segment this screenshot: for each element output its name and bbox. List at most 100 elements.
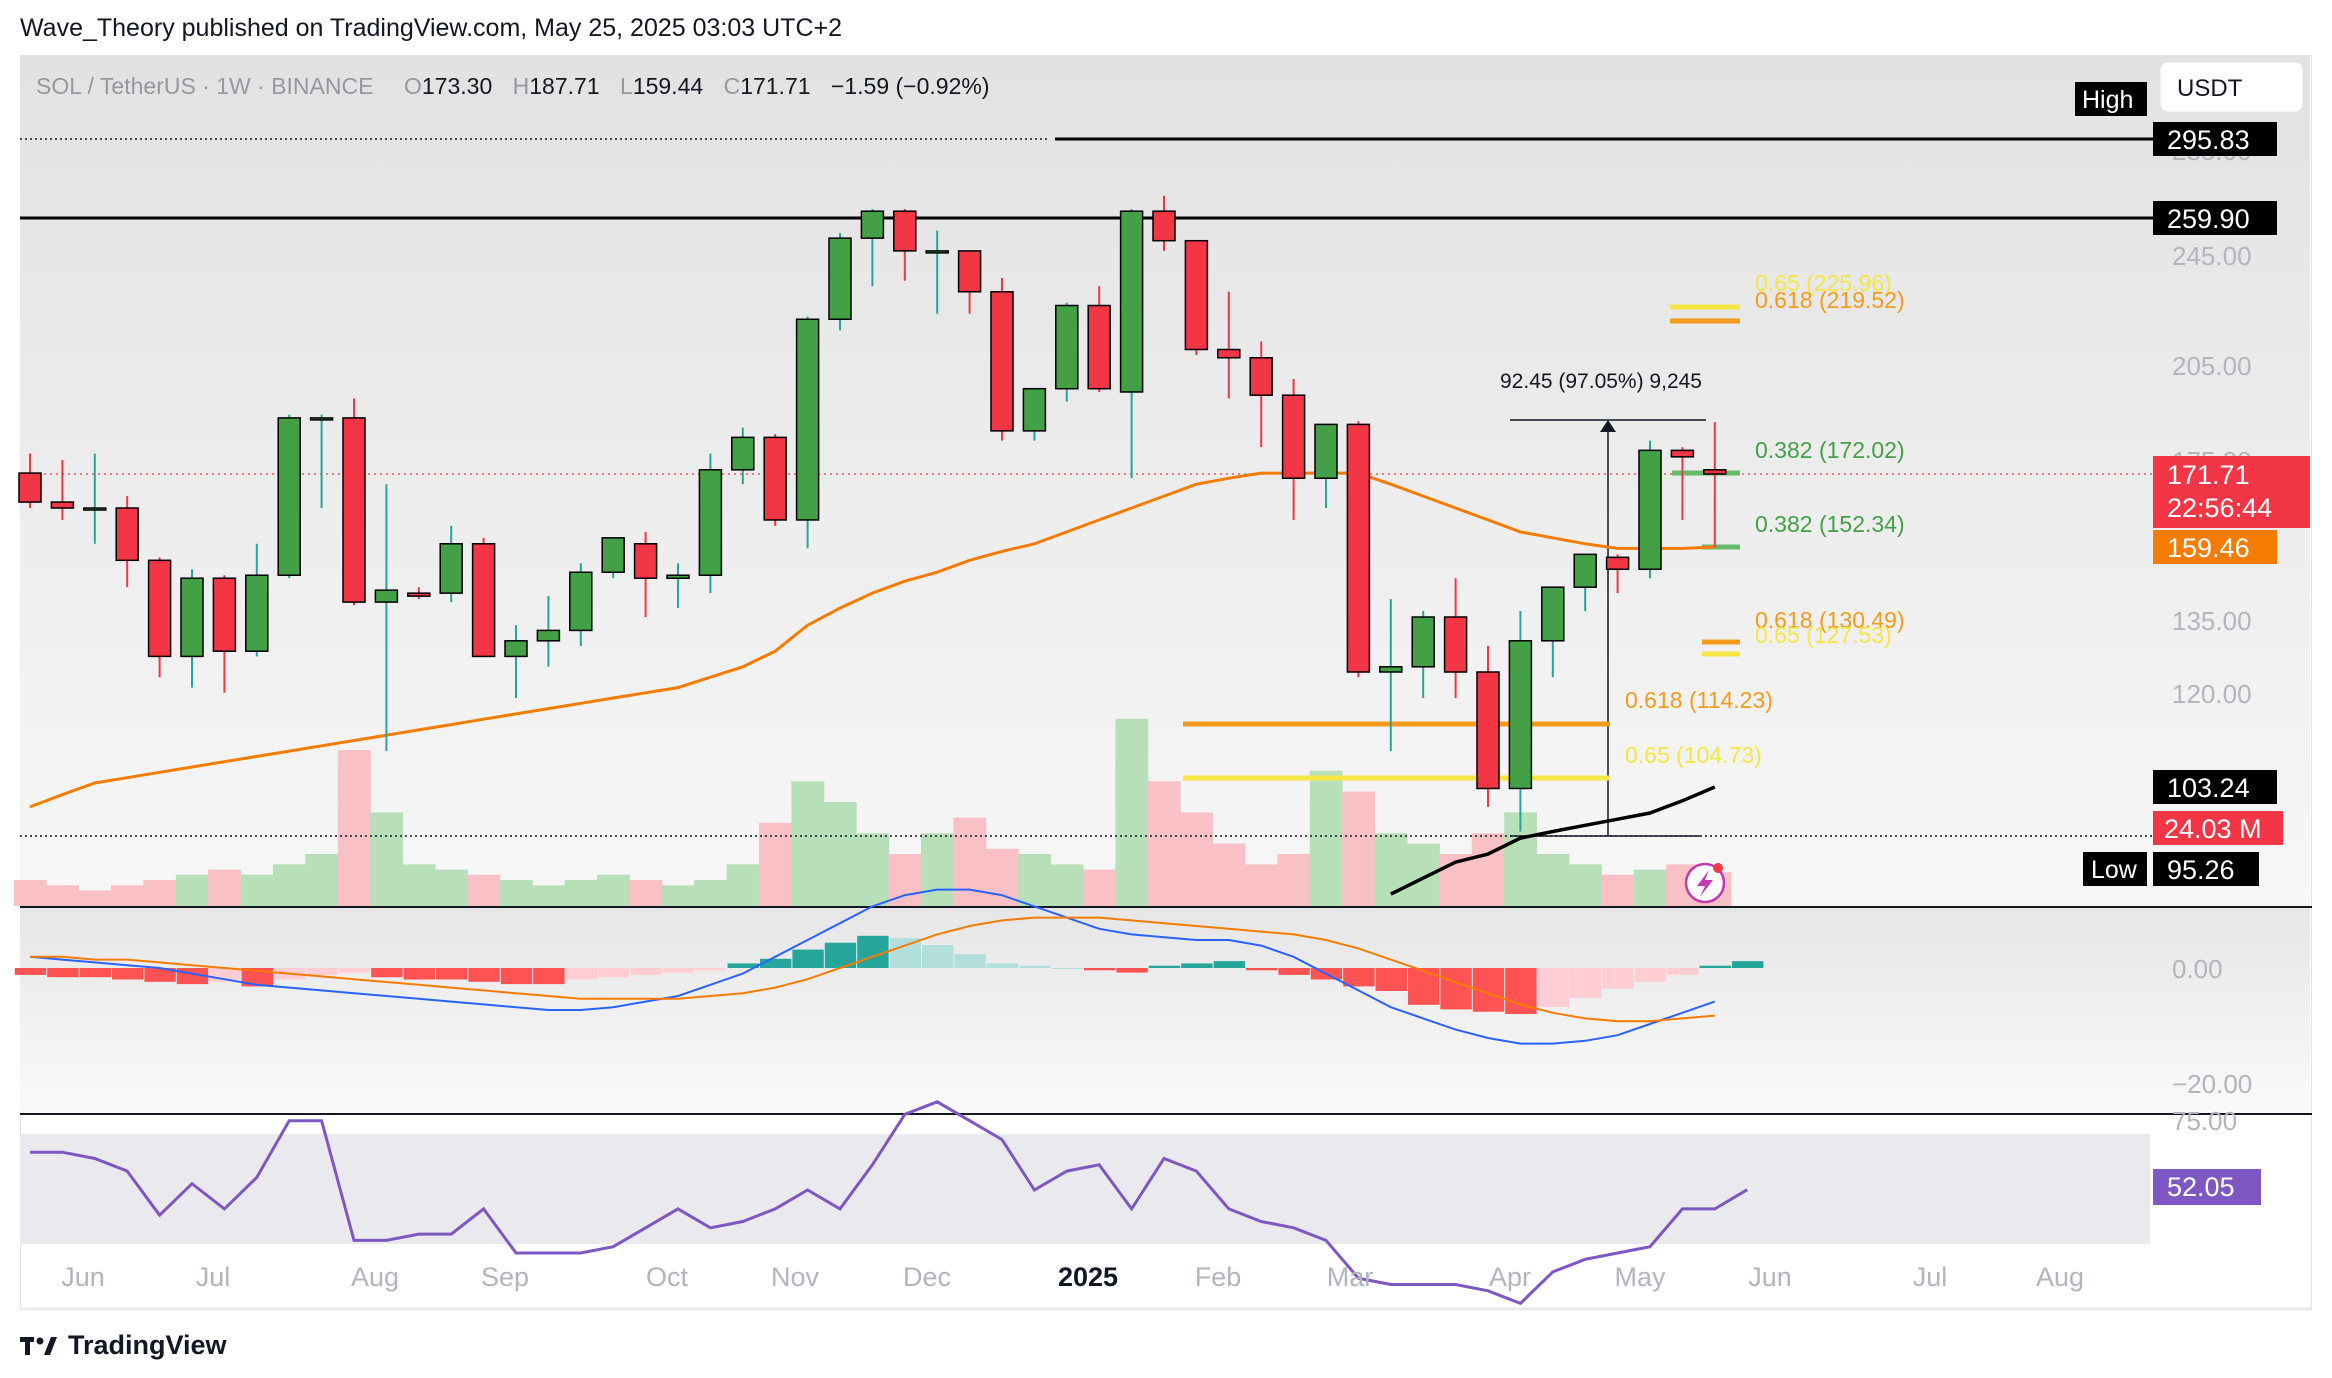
candle-body[interactable] <box>1346 423 1371 673</box>
candle-body[interactable] <box>990 291 1014 432</box>
price-tick: 205.00 <box>2172 351 2252 381</box>
macd-histogram-bar <box>857 935 889 968</box>
fib-low-065-label: 0.65 (104.73) <box>1625 742 1762 768</box>
candles <box>18 195 1727 832</box>
volume-bar <box>1342 791 1376 906</box>
candle-body[interactable] <box>245 574 269 652</box>
candle-body[interactable] <box>1476 671 1500 790</box>
volume-bar <box>1147 781 1181 906</box>
candle-body[interactable] <box>1443 616 1468 673</box>
candle-body[interactable] <box>180 577 204 658</box>
volume-bar <box>1083 869 1116 906</box>
volume-bar <box>1050 864 1084 906</box>
candle-body[interactable] <box>1605 556 1630 571</box>
symbol-label[interactable]: SOL / TetherUS · 1W · BINANCE <box>36 73 373 99</box>
macd-histogram-bar <box>1537 968 1569 1008</box>
fib-mid-0618-label: 0.618 (130.49) <box>1755 607 1905 633</box>
candle-body[interactable] <box>860 210 885 239</box>
candle-body[interactable] <box>666 574 690 579</box>
macd-histogram-bar <box>436 968 468 980</box>
volume-bar <box>532 885 566 906</box>
high-tag <box>2075 82 2147 116</box>
volume-bar <box>46 885 80 906</box>
candle-body[interactable] <box>698 469 723 576</box>
candle-body[interactable] <box>1055 304 1079 390</box>
volume-bar <box>111 885 144 906</box>
candle-body[interactable] <box>83 507 107 511</box>
bar-countdown: 22:56:44 <box>2167 493 2272 523</box>
rsi-axis-tick: 75.00 <box>2172 1106 2237 1136</box>
candle-body[interactable] <box>731 436 755 471</box>
volume-bar <box>953 817 987 906</box>
candle-body[interactable] <box>569 571 593 632</box>
candle-body[interactable] <box>1379 666 1403 673</box>
candle-body[interactable] <box>893 210 917 252</box>
macd-histogram-bar <box>792 949 824 968</box>
candle-body[interactable] <box>277 417 301 576</box>
candle-body[interactable] <box>1119 210 1144 393</box>
candle-body[interactable] <box>50 501 75 509</box>
high-badge <box>2153 122 2277 156</box>
candle-body[interactable] <box>925 250 949 254</box>
candle-body[interactable] <box>1411 616 1435 668</box>
candle-body[interactable] <box>1152 210 1176 242</box>
macd-histogram-bar <box>112 968 144 980</box>
candle-body[interactable] <box>374 589 399 603</box>
tradingview-footer[interactable]: TradingView <box>20 1330 227 1361</box>
measure-arrowhead <box>1600 420 1616 432</box>
high-badge-value: 295.83 <box>2167 125 2250 155</box>
candle-body[interactable] <box>957 250 982 293</box>
candle-body[interactable] <box>407 592 431 597</box>
candle-body[interactable] <box>1022 387 1047 432</box>
macd-histogram-bar <box>1278 968 1310 975</box>
time-axis-label: Aug <box>2036 1262 2084 1292</box>
candle-body[interactable] <box>1703 469 1727 475</box>
time-axis[interactable]: Jun Jul Aug Sep Oct Nov Dec 2025 Feb Mar Apr May Jun… <box>61 1262 2084 1292</box>
candle-body[interactable] <box>18 472 42 503</box>
volume-bar <box>985 848 1019 906</box>
candle-body[interactable] <box>1249 357 1273 396</box>
volume-bar <box>175 874 209 906</box>
macd-indicator <box>14 888 1764 1045</box>
volume-bar <box>1018 854 1052 906</box>
candle-body[interactable] <box>1670 449 1695 458</box>
candle-body[interactable] <box>763 436 787 521</box>
volume-bar <box>1471 833 1505 906</box>
currency-button[interactable] <box>2159 61 2304 113</box>
candle-body[interactable] <box>1638 449 1662 571</box>
candle-body[interactable] <box>504 640 528 658</box>
macd-histogram-bar <box>468 968 500 982</box>
candle-body[interactable] <box>439 543 463 594</box>
volume-bar <box>1374 833 1408 906</box>
volume-bar <box>694 880 728 906</box>
candle-body[interactable] <box>1508 640 1533 790</box>
candle-body[interactable] <box>601 537 625 573</box>
ema-lines <box>29 471 1716 896</box>
candle-body[interactable] <box>828 237 852 320</box>
candle-body[interactable] <box>1087 304 1111 390</box>
time-axis-label: Jun <box>61 1262 105 1292</box>
currency-button-label[interactable]: USDT <box>2177 75 2243 102</box>
candle-body[interactable] <box>147 559 172 658</box>
candle-body[interactable] <box>309 417 334 421</box>
macd-pane-background <box>20 908 2310 1113</box>
candle-body[interactable] <box>795 318 820 521</box>
volume-bar <box>921 833 954 906</box>
candle-body[interactable] <box>471 543 496 658</box>
time-axis-label: Dec <box>903 1262 951 1292</box>
candle-body[interactable] <box>1184 239 1209 351</box>
candle-body[interactable] <box>212 577 237 652</box>
candle-body[interactable] <box>536 629 561 642</box>
candle-body[interactable] <box>115 507 139 562</box>
candle-body[interactable] <box>633 543 658 579</box>
candle-body[interactable] <box>1573 553 1597 588</box>
candle-body[interactable] <box>1217 348 1241 359</box>
candle-body[interactable] <box>1281 394 1306 479</box>
ohlc-values: O173.30 H187.71 L159.44 C171.71 −1.59 (−… <box>404 73 990 99</box>
candle-body[interactable] <box>342 417 366 603</box>
volume-bar <box>467 874 501 906</box>
volume-badge <box>2153 811 2283 845</box>
candle-body[interactable] <box>1541 586 1565 642</box>
candle-body[interactable] <box>1314 423 1338 479</box>
